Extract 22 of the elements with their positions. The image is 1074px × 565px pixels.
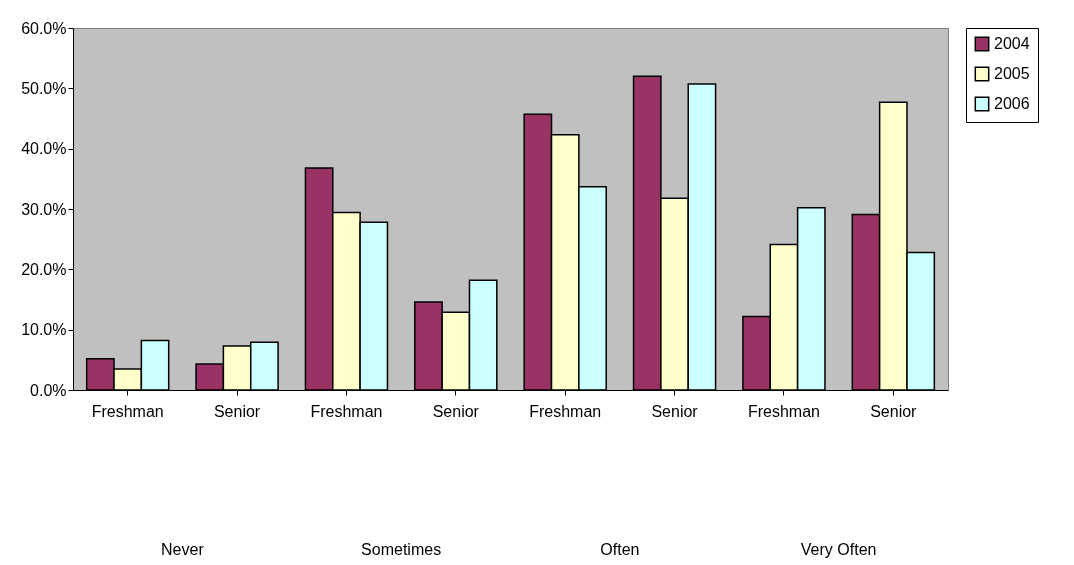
x-tick-label: Freshman	[529, 402, 602, 420]
y-tick-label: 30.0%	[21, 200, 67, 218]
text: Very Often	[800, 541, 877, 558]
y-tick-label: 50.0%	[21, 79, 67, 97]
x-tick-label: Freshman	[91, 402, 164, 420]
text: Often	[600, 541, 640, 558]
x-tick-label: Senior	[213, 402, 261, 420]
legend-label: 2005	[994, 65, 1030, 82]
x-tick-label: Senior	[432, 402, 480, 420]
x-tick-label: Freshman	[747, 402, 820, 420]
y-tick-label: 40.0%	[21, 140, 67, 158]
y-tick-label: 10.0%	[21, 321, 67, 339]
text: Sometimes	[361, 541, 442, 558]
y-tick-label: 0.0%	[30, 381, 67, 399]
y-tick-label: 60.0%	[21, 19, 67, 37]
y-tick-label: 20.0%	[21, 260, 67, 278]
x-tick-label: Senior	[651, 402, 699, 420]
x-tick-label: Senior	[870, 402, 918, 420]
legend-label: 2006	[994, 95, 1030, 112]
text: Never	[161, 541, 205, 558]
legend-label: 2004	[994, 35, 1030, 52]
x-tick-label: Freshman	[310, 402, 383, 420]
